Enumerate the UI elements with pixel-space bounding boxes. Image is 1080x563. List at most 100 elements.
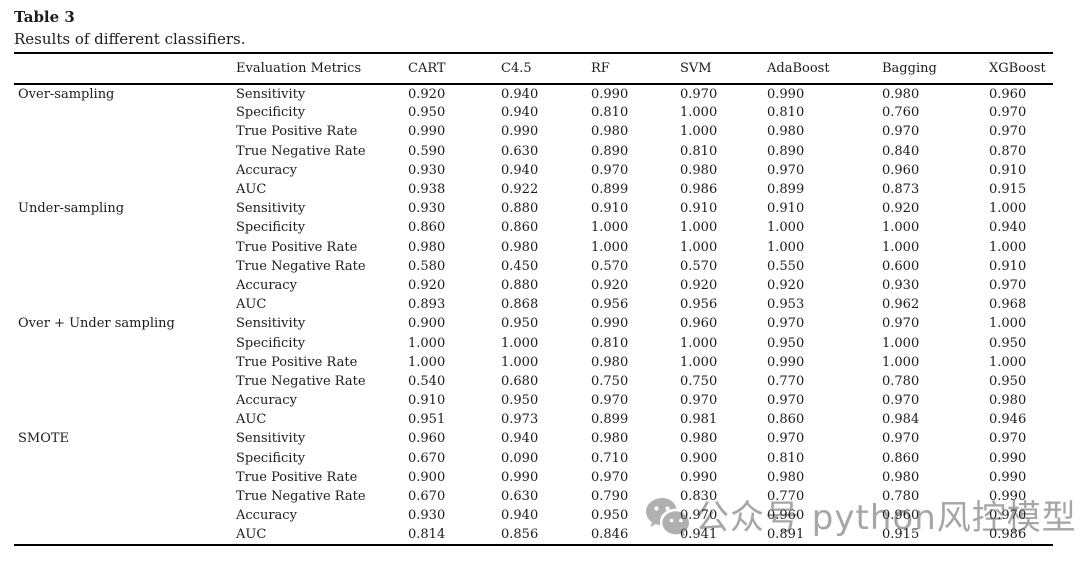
metric-value: 0.970 (767, 431, 805, 447)
metric-value: 0.860 (882, 450, 920, 466)
metric-value: 1.000 (767, 220, 805, 236)
metric-value: 0.960 (882, 162, 920, 178)
metric-label: True Positive Rate (236, 469, 358, 485)
metric-label: True Negative Rate (236, 143, 366, 159)
metric-value: 0.940 (501, 431, 539, 447)
metric-value: 0.873 (882, 182, 920, 198)
metric-value: 0.980 (501, 239, 539, 255)
metric-value: 0.930 (408, 162, 446, 178)
metric-value: 0.868 (501, 297, 539, 313)
metric-value: 0.770 (767, 373, 805, 389)
metric-value: 0.970 (680, 508, 718, 524)
metric-label: AUC (236, 182, 267, 198)
metric-value: 0.980 (882, 86, 920, 102)
metric-label: Sensitivity (236, 316, 306, 332)
metric-value: 0.760 (882, 105, 920, 121)
table-row: True Negative Rate 0.580 0.450 0.570 0.570 0.… (14, 257, 1053, 276)
metric-value: 0.960 (882, 508, 920, 524)
metric-value: 0.940 (501, 162, 539, 178)
metric-value: 1.000 (882, 220, 920, 236)
metric-value: 1.000 (989, 354, 1027, 370)
metric-value: 0.980 (882, 469, 920, 485)
metric-value: 0.814 (408, 526, 446, 542)
metric-label: Accuracy (236, 393, 297, 409)
metric-value: 0.980 (591, 431, 629, 447)
metric-value: 0.990 (680, 469, 718, 485)
metric-value: 0.920 (408, 86, 446, 102)
group-label (14, 353, 232, 372)
metric-value: 0.670 (408, 450, 446, 466)
metric-value: 0.810 (591, 105, 629, 121)
group-label (14, 487, 232, 506)
metric-value: 0.956 (680, 297, 718, 313)
metric-value: 0.915 (989, 182, 1027, 198)
header-cell-c45: C4.5 (501, 61, 532, 76)
metric-label: Specificity (236, 450, 306, 466)
metric-value: 0.986 (989, 526, 1027, 542)
metric-value: 0.956 (591, 297, 629, 313)
metric-value: 1.000 (882, 335, 920, 351)
metric-value: 0.970 (882, 393, 920, 409)
metric-value: 0.970 (882, 316, 920, 332)
metric-value: 1.000 (882, 239, 920, 255)
header-cell-bagging: Bagging (882, 61, 937, 76)
metric-value: 0.980 (591, 124, 629, 140)
metric-value: 0.920 (591, 277, 629, 293)
metric-value: 0.870 (989, 143, 1027, 159)
metric-value: 0.980 (767, 124, 805, 140)
metric-value: 1.000 (680, 105, 718, 121)
metric-value: 1.000 (989, 316, 1027, 332)
metric-value: 0.750 (680, 373, 718, 389)
table-row: Accuracy 0.910 0.950 0.970 0.970 0.970 0.970 0.… (14, 391, 1053, 410)
metric-value: 1.000 (591, 220, 629, 236)
metric-value: 0.860 (408, 220, 446, 236)
group-label (14, 525, 232, 544)
metric-label: Specificity (236, 105, 306, 121)
group-label (14, 276, 232, 295)
metric-value: 0.980 (680, 431, 718, 447)
metric-value: 0.899 (591, 182, 629, 198)
metric-value: 0.970 (591, 393, 629, 409)
table-row: Specificity 0.950 0.940 0.810 1.000 0.810 0.76… (14, 103, 1053, 122)
metric-value: 0.970 (680, 86, 718, 102)
table-row: Under-sampling Sensitivity 0.930 0.880 0.910… (14, 199, 1053, 218)
group-label (14, 142, 232, 161)
metric-value: 0.980 (989, 393, 1027, 409)
group-label (14, 103, 232, 122)
metric-value: 1.000 (680, 335, 718, 351)
header-cell-empty (14, 53, 232, 84)
metric-value: 0.990 (408, 124, 446, 140)
metric-value: 0.930 (882, 277, 920, 293)
metric-value: 0.980 (408, 239, 446, 255)
metric-value: 0.780 (882, 373, 920, 389)
metric-value: 0.970 (989, 124, 1027, 140)
group-label (14, 295, 232, 314)
metric-value: 0.710 (591, 450, 629, 466)
group-label: Under-sampling (18, 201, 125, 217)
metric-value: 0.951 (408, 412, 446, 428)
metric-value: 0.899 (591, 412, 629, 428)
metric-value: 0.540 (408, 373, 446, 389)
metric-value: 0.570 (680, 258, 718, 274)
metric-value: 0.940 (501, 508, 539, 524)
metric-value: 1.000 (767, 239, 805, 255)
metric-value: 0.990 (501, 469, 539, 485)
header-cell-cart: CART (408, 61, 446, 76)
group-label (14, 468, 232, 487)
metric-value: 0.970 (680, 393, 718, 409)
metric-label: True Negative Rate (236, 373, 366, 389)
metric-value: 0.922 (501, 182, 539, 198)
metric-value: 0.990 (989, 450, 1027, 466)
metric-value: 0.770 (767, 489, 805, 505)
metric-value: 0.860 (767, 412, 805, 428)
metric-value: 0.670 (408, 489, 446, 505)
metric-value: 0.970 (989, 431, 1027, 447)
metric-label: AUC (236, 526, 267, 542)
metric-value: 0.830 (680, 489, 718, 505)
metric-value: 0.962 (882, 297, 920, 313)
table-row: True Negative Rate 0.670 0.630 0.790 0.830 0.… (14, 487, 1053, 506)
metric-value: 0.920 (680, 277, 718, 293)
header-cell-svm: SVM (680, 61, 712, 76)
metric-value: 0.090 (501, 450, 539, 466)
